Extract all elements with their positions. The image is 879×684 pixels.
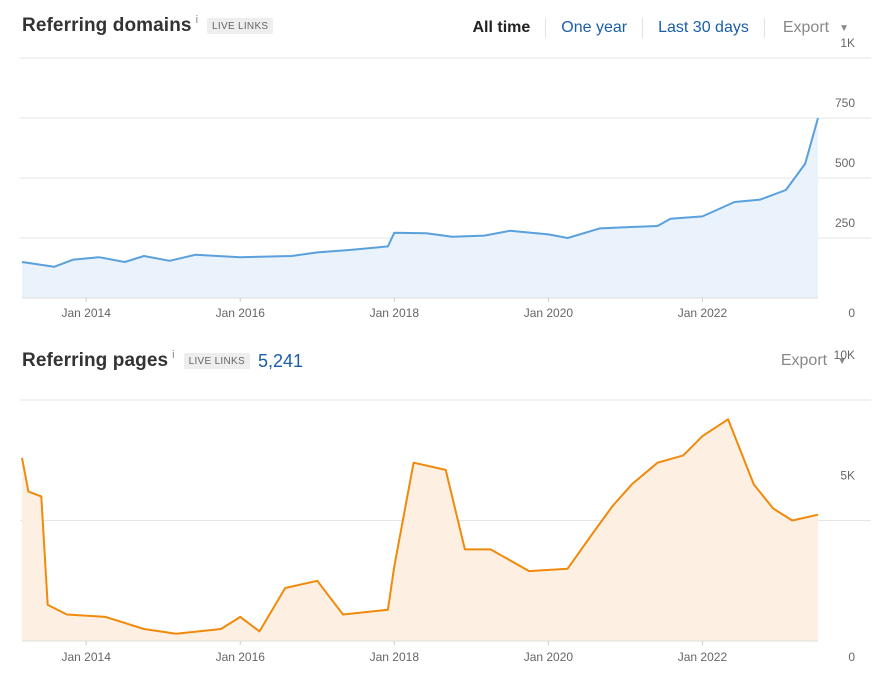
pages-export-button[interactable]: Export ▼ [763,352,847,370]
pages-x-tick-label: Jan 2014 [61,650,111,664]
tab-one-year[interactable]: One year [546,18,644,38]
domains-title: Referring domains [22,15,192,36]
caret-down-icon: ▼ [837,355,847,367]
domains-y-tick-label: 500 [835,156,855,170]
domains-series-line [21,117,819,268]
pages-area [22,419,818,641]
domains-export-label: Export [782,19,830,36]
domains-y-tick-label: 1K [840,36,855,50]
pages-info-icon[interactable]: i [172,349,175,361]
time-range-tabs: All time One year Last 30 days Export ▼ [458,18,849,38]
pages-series-line [21,418,819,635]
caret-down-icon: ▼ [839,22,849,34]
domains-export-button[interactable]: Export ▼ [765,19,849,37]
domains-x-tick-label: Jan 2016 [216,306,266,320]
pages-title: Referring pages [22,350,169,371]
domains-info-icon[interactable]: i [195,14,199,26]
pages-export-label: Export [780,352,828,369]
pages-count: 5,241 [257,350,304,371]
domains-x-tick-label: Jan 2022 [678,306,728,320]
pages-y-tick-label: 5K [840,468,855,482]
domains-y-tick-label: 250 [835,216,855,230]
pages-x-tick-label: Jan 2020 [524,650,574,664]
domains-y-tick-label: 750 [835,96,855,110]
domains-x-tick-label: Jan 2014 [61,306,111,320]
domains-area [22,118,818,298]
domains-y-tick-label: 0 [848,306,855,320]
domains-live-links-badge: LIVE LINKS [207,18,274,34]
pages-header: Referring pages i LIVE LINKS 5,241 [22,349,304,372]
domains-header: Referring domains i LIVE LINKS [22,14,274,37]
pages-y-tick-label: 0 [848,650,855,664]
pages-y-tick-label: 10K [834,348,855,362]
pages-x-tick-label: Jan 2016 [216,650,266,664]
tab-all-time[interactable]: All time [458,18,547,38]
pages-x-tick-label: Jan 2018 [370,650,420,664]
tab-last-30-days[interactable]: Last 30 days [643,18,765,38]
pages-x-tick-label: Jan 2022 [678,650,728,664]
domains-x-tick-label: Jan 2018 [370,306,420,320]
pages-live-links-badge: LIVE LINKS [183,353,250,369]
domains-x-tick-label: Jan 2020 [524,306,574,320]
